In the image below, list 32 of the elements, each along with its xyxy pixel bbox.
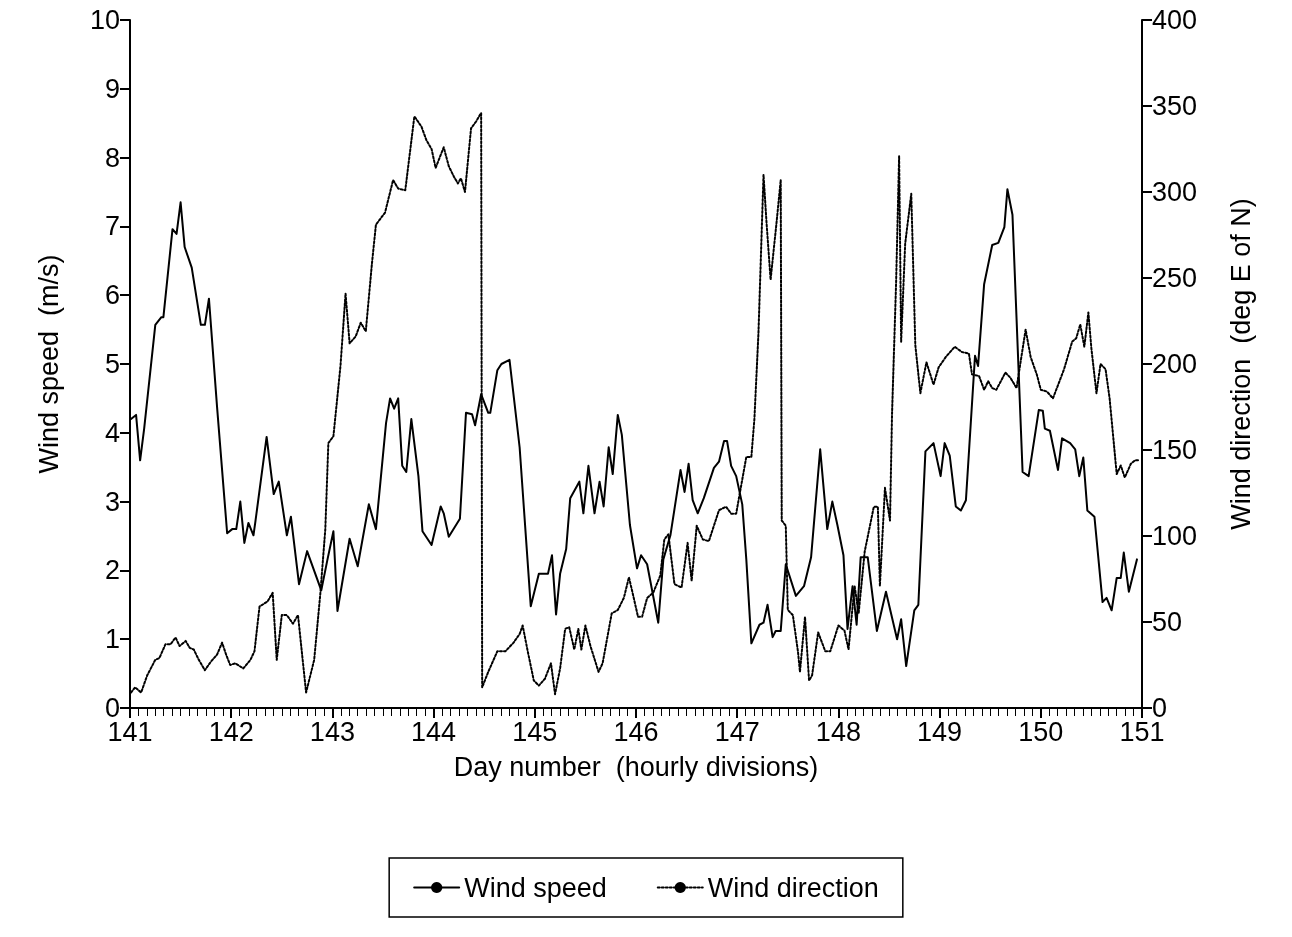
x-axis-title: Day number (hourly divisions) bbox=[453, 751, 819, 782]
x-tick-label: 148 bbox=[815, 716, 861, 747]
y2-tick-label: 250 bbox=[1152, 263, 1198, 293]
x-tick-label: 145 bbox=[512, 716, 558, 747]
legend-label: Wind direction bbox=[707, 872, 879, 903]
x-tick-label: 142 bbox=[208, 716, 254, 747]
y-tick-label: 7 bbox=[104, 211, 120, 242]
y-axis-title: Wind speed (m/s) bbox=[33, 254, 64, 474]
y-tick-label: 8 bbox=[104, 142, 120, 173]
x-tick-label: 150 bbox=[1018, 716, 1064, 747]
y2-tick-label: 100 bbox=[1152, 521, 1198, 551]
x-tick-label: 146 bbox=[613, 716, 659, 747]
y2-tick-label: 400 bbox=[1152, 5, 1198, 35]
x-tick-label: 144 bbox=[411, 716, 457, 747]
y2-tick-label: 350 bbox=[1152, 91, 1198, 121]
y2-tick-label: 150 bbox=[1152, 435, 1198, 465]
x-tick-label: 147 bbox=[714, 716, 760, 747]
y-tick-label: 10 bbox=[89, 5, 120, 35]
y-tick-label: 3 bbox=[104, 486, 120, 517]
y-tick-label: 5 bbox=[104, 349, 120, 379]
y-tick-label: 2 bbox=[104, 555, 120, 586]
y-tick-label: 4 bbox=[104, 417, 120, 448]
y-tick-label: 6 bbox=[104, 280, 120, 311]
x-tick-label: 149 bbox=[917, 716, 963, 747]
y2-axis-title: Wind direction (deg E of N) bbox=[1225, 198, 1256, 530]
x-tick-label: 143 bbox=[309, 716, 355, 747]
y2-tick-label: 50 bbox=[1152, 607, 1183, 637]
y-tick-label: 1 bbox=[104, 624, 120, 655]
y2-tick-label: 300 bbox=[1152, 177, 1198, 207]
y-tick-label: 9 bbox=[104, 73, 120, 104]
legend-label: Wind speed bbox=[464, 872, 607, 903]
y2-tick-label: 200 bbox=[1152, 349, 1198, 379]
